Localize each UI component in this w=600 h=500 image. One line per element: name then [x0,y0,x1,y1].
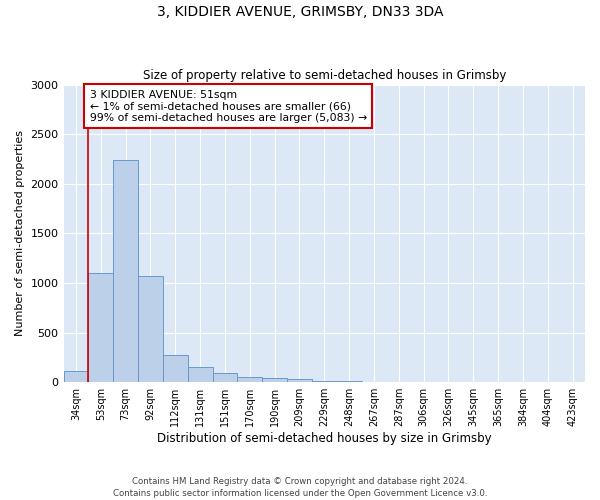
Bar [138,276,163,382]
Text: 3, KIDDIER AVENUE, GRIMSBY, DN33 3DA: 3, KIDDIER AVENUE, GRIMSBY, DN33 3DA [157,5,443,19]
Bar [238,377,262,382]
Bar [287,378,312,382]
Bar [88,273,113,382]
Bar [113,160,138,382]
Bar [64,371,88,382]
Bar [262,378,287,382]
Bar [188,367,212,382]
Title: Size of property relative to semi-detached houses in Grimsby: Size of property relative to semi-detach… [143,69,506,82]
Text: 3 KIDDIER AVENUE: 51sqm
← 1% of semi-detached houses are smaller (66)
99% of sem: 3 KIDDIER AVENUE: 51sqm ← 1% of semi-det… [89,90,367,122]
Bar [212,374,238,382]
Text: Contains HM Land Registry data © Crown copyright and database right 2024.
Contai: Contains HM Land Registry data © Crown c… [113,476,487,498]
Y-axis label: Number of semi-detached properties: Number of semi-detached properties [15,130,25,336]
Bar [312,381,337,382]
Bar [163,355,188,382]
X-axis label: Distribution of semi-detached houses by size in Grimsby: Distribution of semi-detached houses by … [157,432,491,445]
